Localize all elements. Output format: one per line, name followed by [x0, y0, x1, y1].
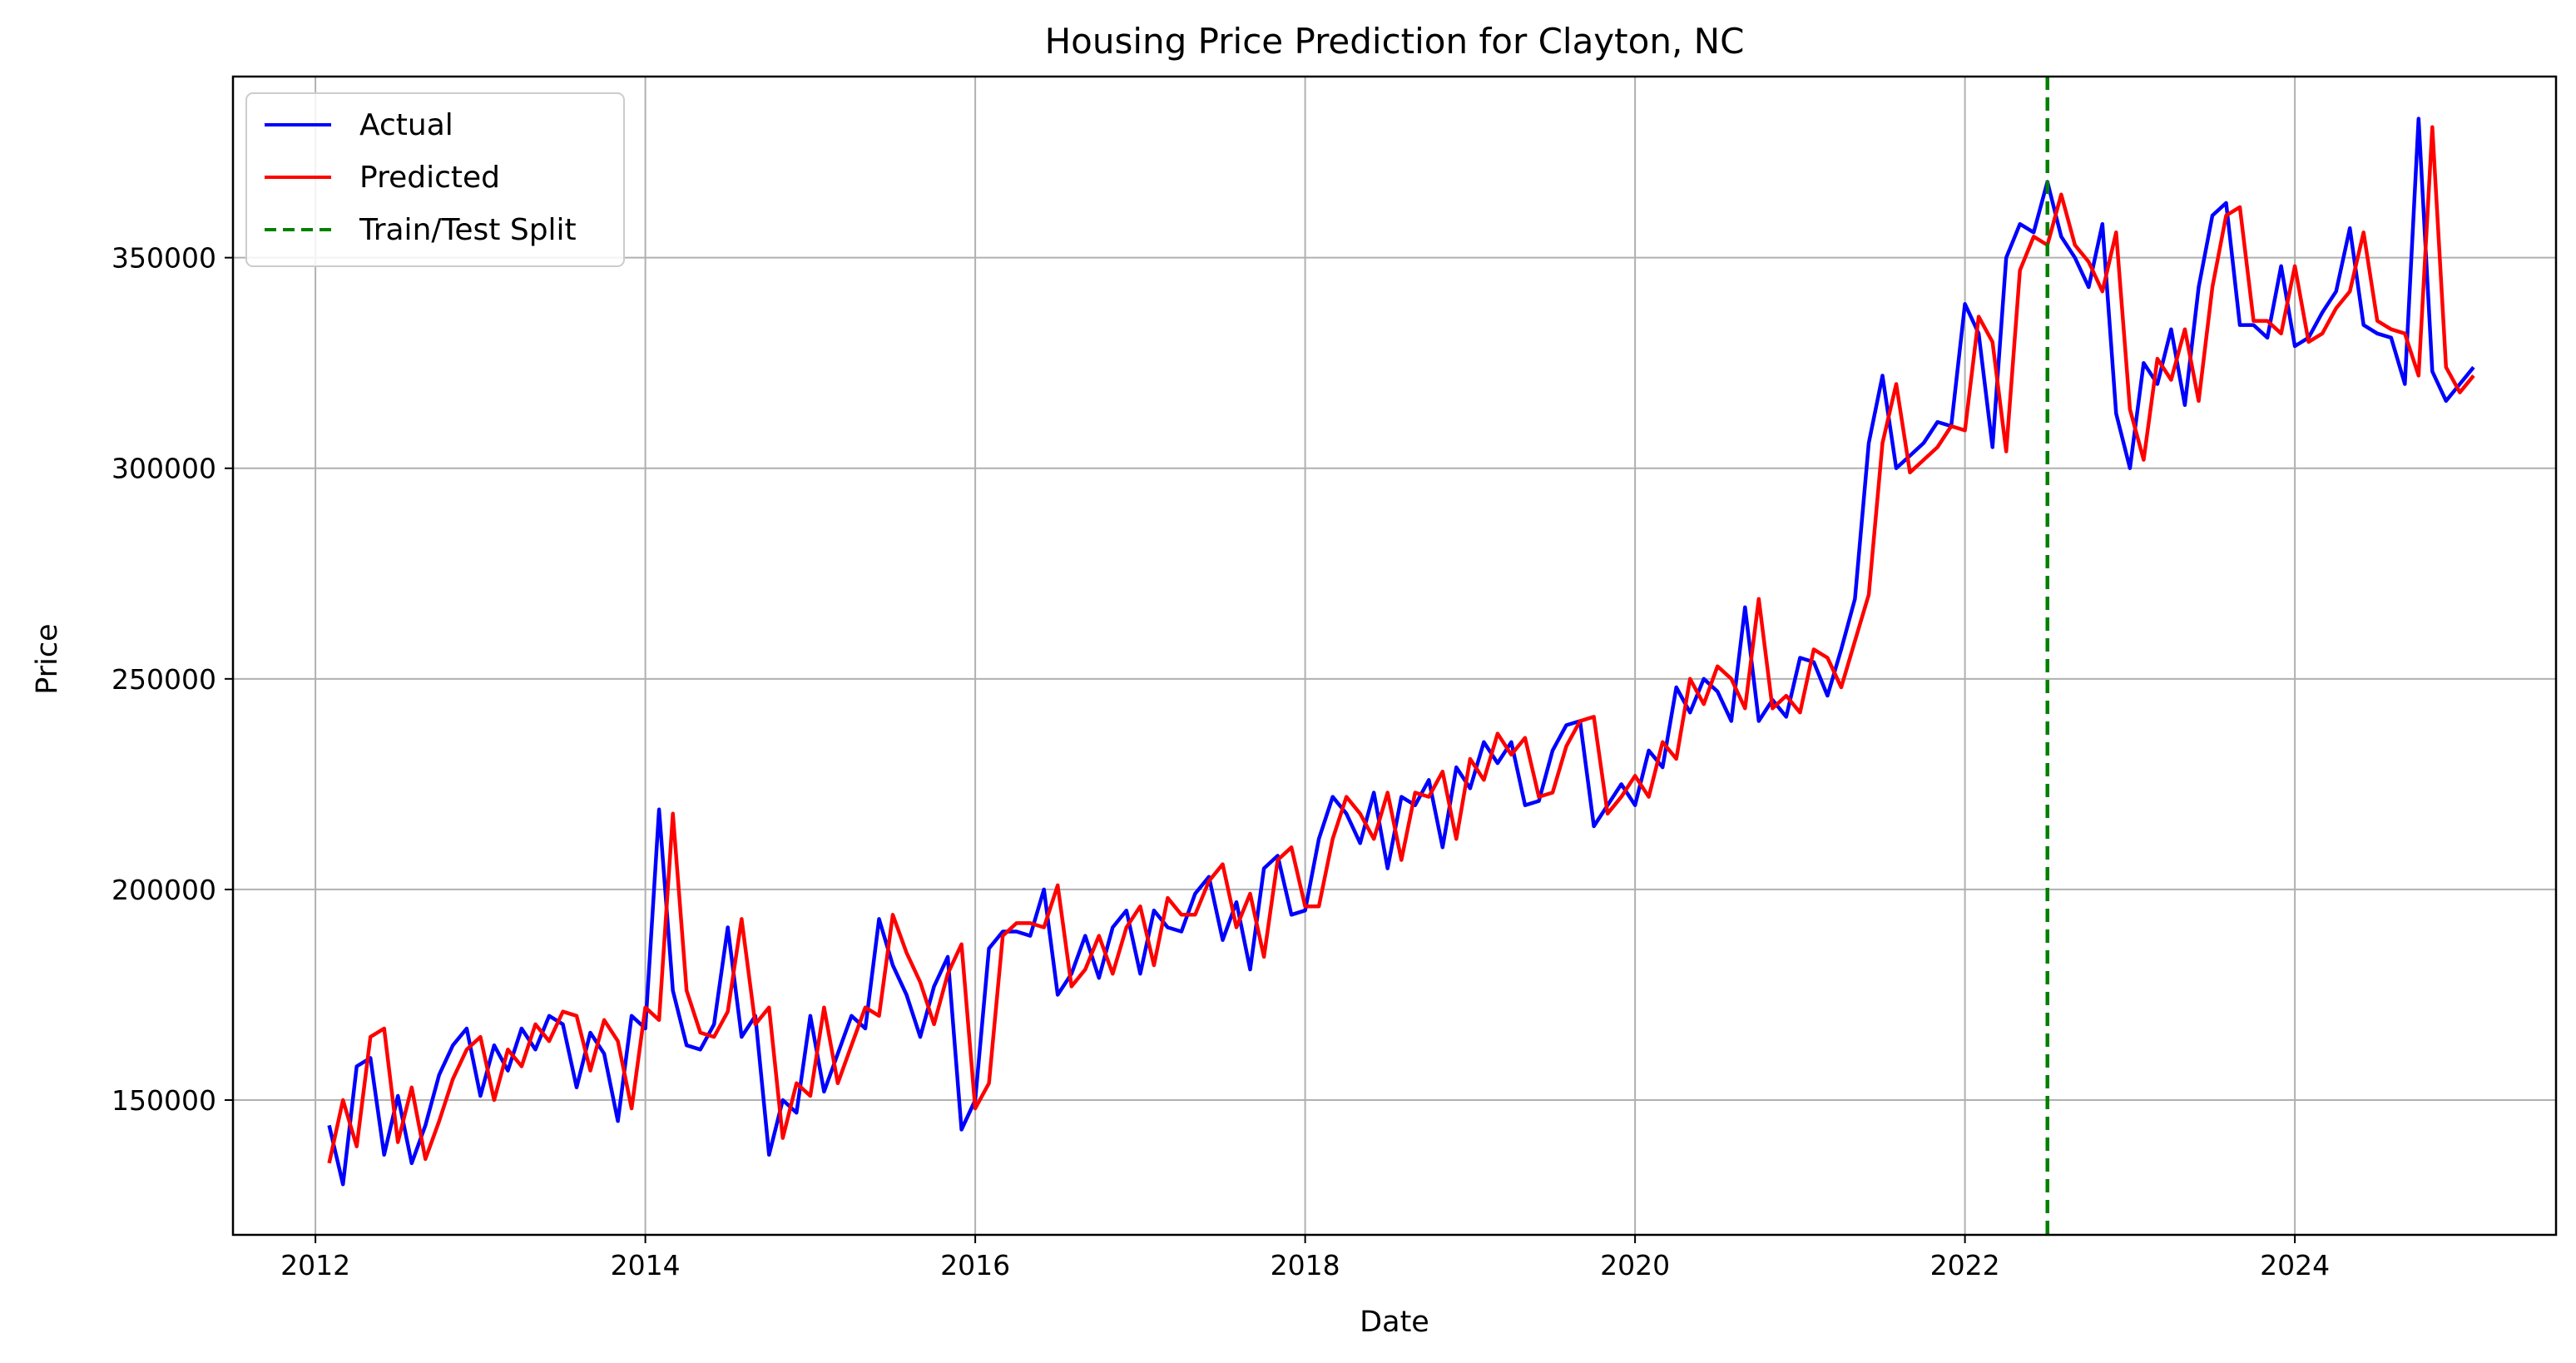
- x-tick-label: 2014: [611, 1249, 681, 1281]
- legend: Actual Predicted Train/Test Split: [245, 92, 625, 267]
- legend-label-actual: Actual: [359, 108, 453, 142]
- series-line-actual: [327, 116, 2475, 1187]
- y-axis-title: Price: [31, 623, 64, 694]
- x-tick-label: 2018: [1271, 1249, 1340, 1281]
- y-tick-label: 150000: [111, 1084, 216, 1117]
- series-layer: [327, 77, 2475, 1235]
- tick-layer: 2012 2014 2016 2018 2020 2022 2024 150000 200000…: [111, 242, 2330, 1281]
- plot-frame: [231, 75, 2558, 1237]
- series-line-predicted: [327, 125, 2475, 1164]
- legend-frame: [245, 92, 625, 267]
- y-tick-label: 200000: [111, 874, 216, 906]
- y-tick-label: 250000: [111, 663, 216, 696]
- chart-title: Housing Price Prediction for Clayton, NC: [1045, 21, 1745, 62]
- x-tick-label: 2022: [1930, 1249, 2000, 1281]
- x-axis-title: Date: [1360, 1306, 1429, 1339]
- y-tick-label: 300000: [111, 453, 216, 485]
- x-tick-label: 2024: [2260, 1249, 2330, 1281]
- x-tick-label: 2020: [1600, 1249, 1670, 1281]
- legend-label-predicted: Predicted: [359, 161, 500, 195]
- x-tick-label: 2012: [280, 1249, 350, 1281]
- y-tick-label: 350000: [111, 242, 216, 275]
- legend-label-split: Train/Test Split: [359, 213, 577, 247]
- x-tick-label: 2016: [940, 1249, 1010, 1281]
